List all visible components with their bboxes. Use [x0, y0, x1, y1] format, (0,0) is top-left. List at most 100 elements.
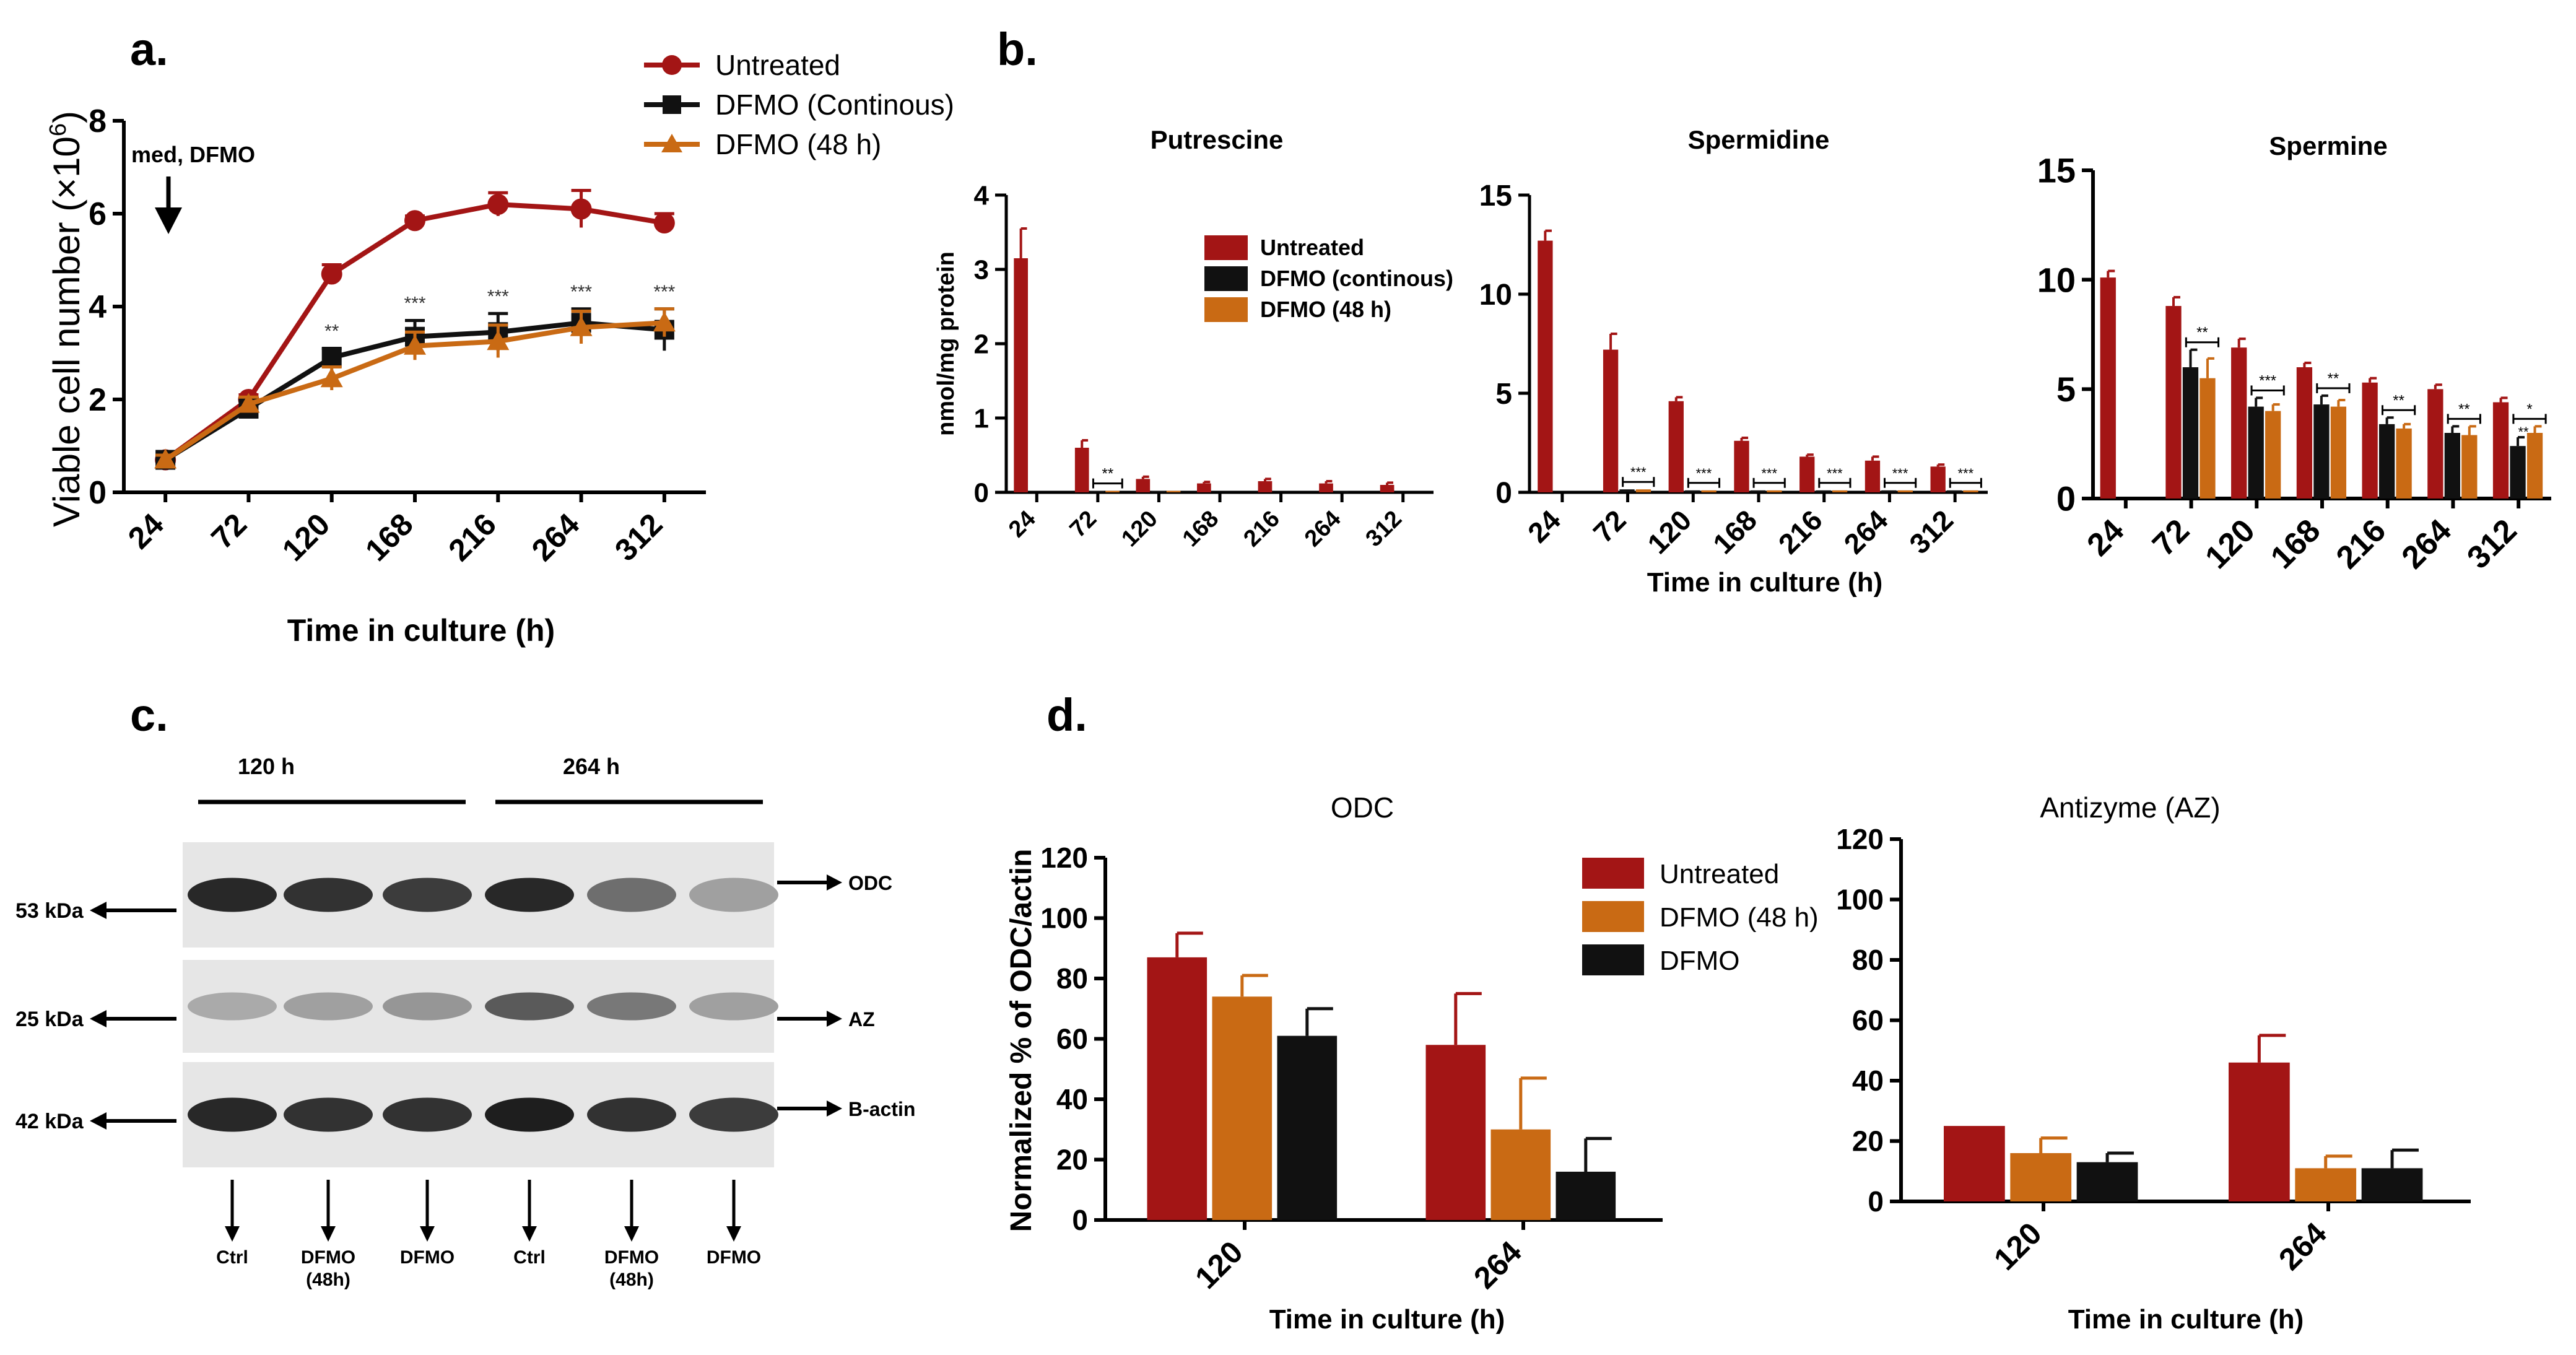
chart-b-spermidine-bar-1-4: [1816, 490, 1831, 492]
blot-band-b-actin-3: [485, 1097, 574, 1132]
chart-b-spermidine-bar-0-3: [1734, 440, 1749, 492]
blot-lane-label-3: Ctrl: [513, 1247, 546, 1268]
chart-b-legend-swatch-2: [1204, 297, 1248, 322]
panel-c-label: c.: [130, 689, 168, 741]
chart-d-antizyme-bar-2-1: [2361, 1168, 2423, 1201]
chart-b-spermidine-bar-2-5: [1897, 490, 1913, 492]
chart-a-point-0-2: [321, 263, 342, 285]
chart-b-spermine-bar-0-4: [2362, 382, 2378, 499]
blot-lane-label-1: DFMO (48h): [301, 1247, 355, 1290]
chart-b-legend-label-2: DFMO (48 h): [1260, 297, 1391, 322]
chart-a-ytick-label-2: 4: [89, 289, 107, 325]
blot-band-b-actin-5: [689, 1097, 778, 1132]
blot-lane-arrow-head-3: [522, 1226, 537, 1242]
western-blot: 120 h 264 h 53 kDa ODC 25 kDa AZ 42 kDa B-act…: [15, 754, 915, 1290]
chart-b-spermine-bar-0-2: [2231, 347, 2247, 499]
chart-b-spermine-bar-2-6: [2526, 433, 2543, 499]
chart-b-spermine-bar-2-5: [2461, 435, 2478, 499]
chart-d-antizyme-bar-1-1: [2295, 1168, 2357, 1201]
blot-band-b-actin-2: [383, 1097, 472, 1132]
chart-b-spermine-bar-0-3: [2296, 367, 2313, 499]
chart-b-putrescine-ylabel: nmol/mg protein: [933, 251, 959, 436]
chart-b-spermidine-bar-2-1: [1635, 489, 1651, 492]
chart-b-putrescine-ytick-label-0: 0: [974, 477, 989, 508]
chart-b-legend-label-0: Untreated: [1260, 235, 1364, 260]
blot-band-odc-3: [485, 878, 574, 912]
chart-b-spermidine-significance-5: ***: [1892, 466, 1908, 481]
chart-d-odc-bar-2-0: [1277, 1035, 1338, 1220]
chart-a-significance-3: ***: [404, 294, 425, 314]
chart-d-antizyme-ytick-label-0: 0: [1868, 1185, 1884, 1218]
blot-band-odc-2: [383, 878, 472, 912]
chart-a-significance-5: ***: [570, 282, 592, 302]
chart-b-spermine-bar-1-3: [2313, 404, 2330, 499]
chart-d-legend-label-2: DFMO: [1660, 946, 1740, 976]
chart-b-spermine-significance-1: **: [2196, 325, 2208, 341]
chart-b-spermidine-bar-1-2: [1685, 490, 1700, 492]
chart-b-spermidine-ytick-label-1: 5: [1495, 378, 1512, 411]
chart-d-legend-swatch-0: [1582, 858, 1644, 889]
chart-d-odc-bar-0-1: [1425, 1045, 1486, 1220]
chart-a-point-2-6: [653, 312, 676, 332]
chart-b-spermine-ytick-label-0: 0: [2056, 479, 2076, 518]
chart-b-putrescine-ytick-label-1: 1: [974, 403, 989, 434]
chart-b-spermidine-bar-1-6: [1946, 490, 1962, 492]
blot-lane-arrow-head-0: [225, 1226, 240, 1242]
chart-a-point-1-2: [321, 347, 342, 368]
blot-band-az-2: [383, 992, 472, 1021]
chart-a-ytick-label-4: 8: [89, 103, 107, 139]
panel-b-label: b.: [997, 24, 1038, 75]
chart-b-spermine-bar-2-2: [2265, 411, 2281, 499]
blot-band-az-0: [188, 992, 277, 1021]
chart-d-legend-label-0: Untreated: [1660, 859, 1779, 889]
blot-group-label-264h: 264 h: [563, 754, 620, 779]
chart-d-odc-ytick-label-5: 100: [1040, 902, 1088, 935]
blot-protein-label-1: AZ: [848, 1008, 875, 1030]
blot-protein-arrow-head-1: [827, 1011, 842, 1027]
chart-a-cell-growth: Viable cell number (×106) Time in cultur…: [45, 49, 954, 648]
chart-b-spermine-bar-1-6: [2510, 446, 2526, 499]
blot-band-b-actin-1: [284, 1097, 373, 1132]
chart-d-antizyme-ytick-label-6: 120: [1836, 823, 1884, 855]
chart-a-ytick-label-1: 2: [89, 382, 107, 418]
chart-d-antizyme-ytick-label-2: 40: [1852, 1065, 1884, 1097]
chart-b-spermine-bar-0-6: [2492, 402, 2509, 499]
chart-b-spermidine-bar-2-6: [1963, 490, 1978, 492]
chart-b-spermine-bar-1-1: [2182, 367, 2199, 499]
chart-b-putrescine-bar-0-3: [1197, 483, 1211, 492]
chart-d-odc-ytick-label-0: 0: [1072, 1204, 1088, 1236]
blot-lane-label-0: Ctrl: [216, 1247, 248, 1268]
chart-b-spermine-significance-3: **: [2328, 370, 2339, 387]
chart-d-odc-ytick-label-4: 80: [1056, 962, 1088, 995]
chart-d-antizyme-bar-0-0: [1944, 1126, 2005, 1201]
blot-lane-label-2: DFMO: [400, 1247, 455, 1268]
chart-a-legend-marker-1: [663, 95, 681, 114]
chart-b-spermine-bar-1-5: [2444, 433, 2460, 499]
chart-b-spermine-title: Spermine: [2269, 131, 2387, 160]
chart-b-putrescine-bar-2-2: [1166, 490, 1181, 492]
chart-a-point-2-5: [570, 316, 593, 336]
chart-d-odc-ytick-label-3: 60: [1056, 1023, 1088, 1055]
chart-d-antizyme-title: Antizyme (AZ): [2040, 791, 2220, 824]
blot-mw-arrow-head-1: [90, 1010, 107, 1027]
chart-b-spermidine-xlabel: Time in culture (h): [1647, 567, 1883, 598]
treatment-arrow: [155, 176, 182, 234]
chart-b-spermidine-bar-0-1: [1603, 349, 1619, 492]
blot-lane-label-4: DFMO (48h): [604, 1247, 659, 1290]
chart-b-spermine-bar-0-5: [2427, 389, 2443, 499]
chart-b-spermine-ytick-label-1: 5: [2056, 370, 2076, 409]
panel-d-label: d.: [1046, 689, 1087, 741]
panel-a-label: a.: [130, 24, 168, 75]
chart-d-antizyme-xlabel: Time in culture (h): [2068, 1304, 2304, 1335]
chart-b-putrescine-bar-2-1: [1105, 490, 1120, 492]
chart-b-putrescine-ytick-label-4: 4: [974, 180, 990, 211]
chart-d-legend-swatch-1: [1582, 901, 1644, 932]
chart-b-spermidine-significance-1: ***: [1630, 464, 1647, 480]
chart-b-spermidine-significance-2: ***: [1696, 466, 1712, 481]
blot-lane-arrow-head-4: [624, 1226, 639, 1242]
chart-a-point-0-4: [487, 194, 509, 215]
chart-b-spermine-ytick-label-3: 15: [2037, 151, 2076, 190]
chart-a-point-2-0: [154, 448, 177, 469]
